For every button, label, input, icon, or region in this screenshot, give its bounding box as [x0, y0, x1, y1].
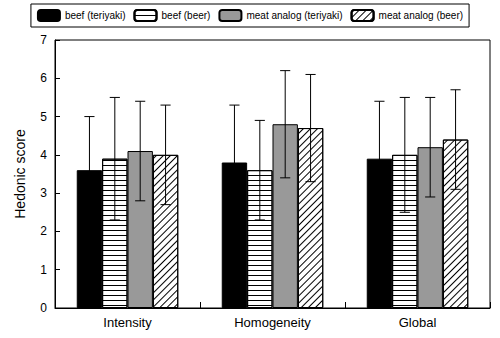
- svg-text:6: 6: [40, 71, 47, 85]
- svg-text:2: 2: [40, 224, 47, 238]
- svg-text:5: 5: [40, 110, 47, 124]
- svg-text:Homogeneity: Homogeneity: [234, 315, 311, 330]
- svg-text:0: 0: [40, 301, 47, 315]
- svg-text:7: 7: [40, 33, 47, 47]
- svg-text:meat analog (beer): meat analog (beer): [379, 10, 464, 21]
- svg-text:Hedonic score: Hedonic score: [12, 129, 28, 219]
- svg-text:meat analog (teriyaki): meat analog (teriyaki): [246, 10, 342, 21]
- svg-text:Global: Global: [399, 315, 437, 330]
- svg-text:3: 3: [40, 186, 47, 200]
- svg-text:beef (teriyaki): beef (teriyaki): [65, 10, 126, 21]
- svg-text:1: 1: [40, 263, 47, 277]
- svg-text:4: 4: [40, 148, 47, 162]
- svg-text:beef (beer): beef (beer): [162, 10, 211, 21]
- svg-text:Intensity: Intensity: [103, 315, 152, 330]
